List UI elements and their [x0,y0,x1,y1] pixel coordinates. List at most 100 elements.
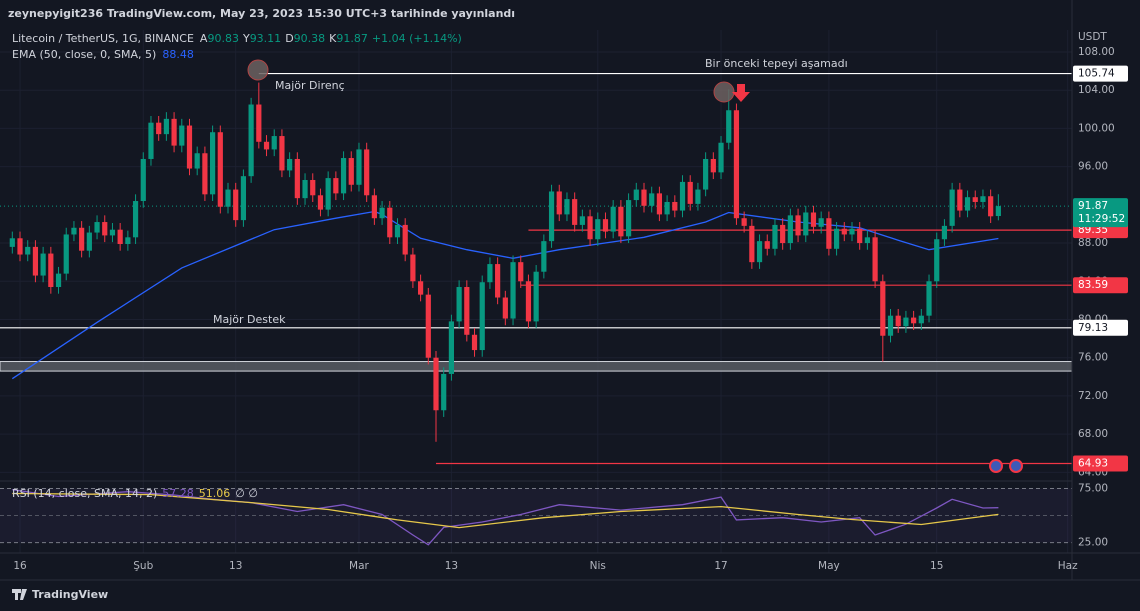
candle-body [356,149,362,185]
annotation: Majör Destek [213,313,286,326]
candle-body [841,228,847,235]
candle-body [980,196,986,202]
rsi-extra: ∅ ∅ [235,487,258,500]
candle-body [94,222,100,233]
x-tick-label: May [818,560,840,572]
ohlc-value: 90.38 [294,32,326,45]
candle-body [340,158,347,194]
candle-body [348,158,354,185]
candle-body [703,158,709,190]
ohlc-value: 90.83 [207,32,239,45]
candle-body [510,262,516,319]
ohlc-value: 91.87 [336,32,368,45]
candle-body [787,215,793,244]
candle-body [625,200,632,237]
candle-body [679,181,686,211]
ohlc-label: A [200,32,208,45]
candle-body [210,132,216,195]
candle-body [672,201,678,211]
candle-body [518,262,524,282]
candle-body [233,189,239,221]
candle-body [903,317,909,327]
rsi-line [12,492,999,529]
rsi-title: RSI (14, close, SMA, 14, 2) [12,487,157,500]
x-tick-label: 13 [229,560,242,572]
candle-body [995,206,1001,217]
x-tick-label: Nis [590,560,606,572]
candle-body [772,224,778,249]
x-tick-label: 13 [445,560,458,572]
candle-body [495,264,501,298]
event-flag[interactable] [1009,459,1023,473]
candle-body [502,297,508,319]
candle-body [918,315,924,324]
y-tick-label: 68.00 [1078,428,1108,440]
level-label-box [1073,277,1128,294]
candle-body [911,317,917,324]
level-label: 83.59 [1078,279,1108,291]
candle-body [533,271,539,322]
candle-body [325,178,331,210]
x-tick-label: 16 [13,560,27,572]
candle-body [872,237,878,282]
y-tick-label: 100.00 [1078,122,1115,134]
candle-body [733,110,740,219]
y-tick-label: 108.00 [1078,46,1115,58]
price-label: 91.87 [1078,200,1108,212]
candle-body [364,149,370,196]
level-label-box [1073,319,1128,336]
plot-layer [0,30,1073,553]
candle-body [79,227,85,251]
ohlc-label: K [329,32,337,45]
candle-body [718,142,724,173]
candle-body [988,196,994,217]
candle-body [425,294,431,358]
candle-body [71,227,77,235]
rsi-legend: RSI (14, close, SMA, 14, 2) 57.28 51.06 ∅ ∅ [12,487,258,500]
candle-body [764,241,770,249]
x-tick-label: 15 [930,560,943,572]
candle-body [240,176,247,221]
candle-body [618,206,624,237]
event-flag[interactable] [989,459,1003,473]
ema-value: 88.48 [162,48,194,61]
y-tick-label: 88.00 [1078,237,1108,249]
candle-body [287,158,293,171]
candle-body [86,232,92,251]
level-label-box [1073,65,1128,82]
candle-body [40,253,46,276]
candle-body [48,253,54,288]
y-tick-label: 75.00 [1078,482,1108,494]
brand-logo [12,589,27,600]
candle-body [887,315,894,336]
candle-body [934,239,940,282]
candle-body [186,125,193,169]
annotation: Majör Direnç [275,79,345,92]
candle-body [687,181,693,204]
candle-body [156,122,162,135]
candle-body [333,178,339,194]
candle-body [271,136,277,150]
candle-body [641,189,647,206]
candle-body [379,207,385,219]
level-label: 79.13 [1078,322,1108,334]
x-tick-label: Haz [1058,560,1078,572]
candle-body [479,282,485,351]
ema-title: EMA (50, close, 0, SMA, 5) [12,48,156,61]
x-tick-label: Mar [349,560,369,572]
level-label: 89.35 [1078,224,1108,236]
candle-body [9,238,15,247]
marker-circle [713,81,735,103]
level-label: 105.74 [1078,68,1115,80]
change: +1.04 (+1.14%) [372,32,462,45]
candle-body [148,122,154,159]
candle-body [471,334,478,351]
candle-body [949,189,955,226]
candle-body [826,218,832,249]
candle-body [572,199,578,225]
candle-body [857,228,863,244]
candle-body [972,197,978,202]
candle-body [132,201,139,238]
